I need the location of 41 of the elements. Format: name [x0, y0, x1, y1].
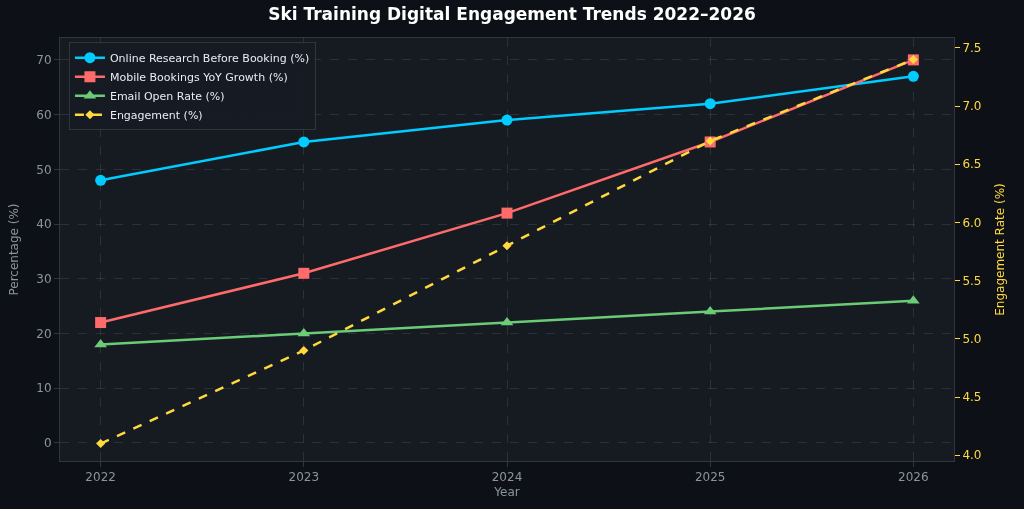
- y2-tick-label: 6.0: [962, 215, 982, 230]
- legend-label: Mobile Bookings YoY Growth (%): [109, 71, 288, 85]
- y-axis-title: Percentage (%): [6, 203, 21, 296]
- y-tick-label: 40: [36, 217, 52, 232]
- y-tick-label: 70: [36, 53, 52, 68]
- y2-tick-label: 6.5: [962, 157, 982, 172]
- point: [501, 114, 513, 126]
- legend-label: Engagement (%): [109, 109, 203, 123]
- legend-label: Email Open Rate (%): [109, 90, 225, 104]
- y-tick-label: 10: [36, 381, 52, 396]
- point: [95, 317, 107, 329]
- y2-axis-title: Engagement Rate (%): [993, 183, 1008, 316]
- point: [95, 174, 107, 186]
- y-tick-label: 0: [43, 436, 52, 451]
- y-tick-label: 30: [36, 271, 52, 286]
- y2-tick-label: 4.5: [962, 390, 982, 405]
- point: [298, 136, 310, 148]
- point: [501, 207, 513, 219]
- point: [704, 98, 716, 110]
- y2-tick-label: 4.0: [962, 448, 982, 463]
- point: [502, 241, 512, 251]
- point: [299, 345, 309, 355]
- y-tick-label: 20: [36, 326, 52, 341]
- point: [907, 70, 919, 82]
- point: [96, 438, 106, 449]
- x-tick-label: 2025: [694, 470, 726, 485]
- chart-title: Ski Training Digital Engagement Trends 2022–2026: [268, 3, 756, 24]
- y2-tick-label: 7.0: [962, 99, 982, 114]
- y2-tick-label: 7.5: [962, 41, 982, 56]
- x-axis-title: Year: [493, 485, 520, 500]
- x-tick-label: 2026: [898, 470, 929, 485]
- point: [94, 338, 107, 348]
- y-tick-label: 50: [36, 162, 52, 177]
- x-tick-label: 2023: [288, 470, 320, 485]
- y2-tick-label: 5.0: [962, 332, 982, 347]
- legend-label: Online Research Before Booking (%): [109, 52, 310, 66]
- point: [298, 267, 310, 279]
- x-tick-label: 2024: [491, 470, 523, 485]
- y2-tick-label: 5.5: [962, 273, 982, 288]
- x-tick-label: 2022: [85, 470, 116, 485]
- y-tick-label: 60: [36, 107, 52, 122]
